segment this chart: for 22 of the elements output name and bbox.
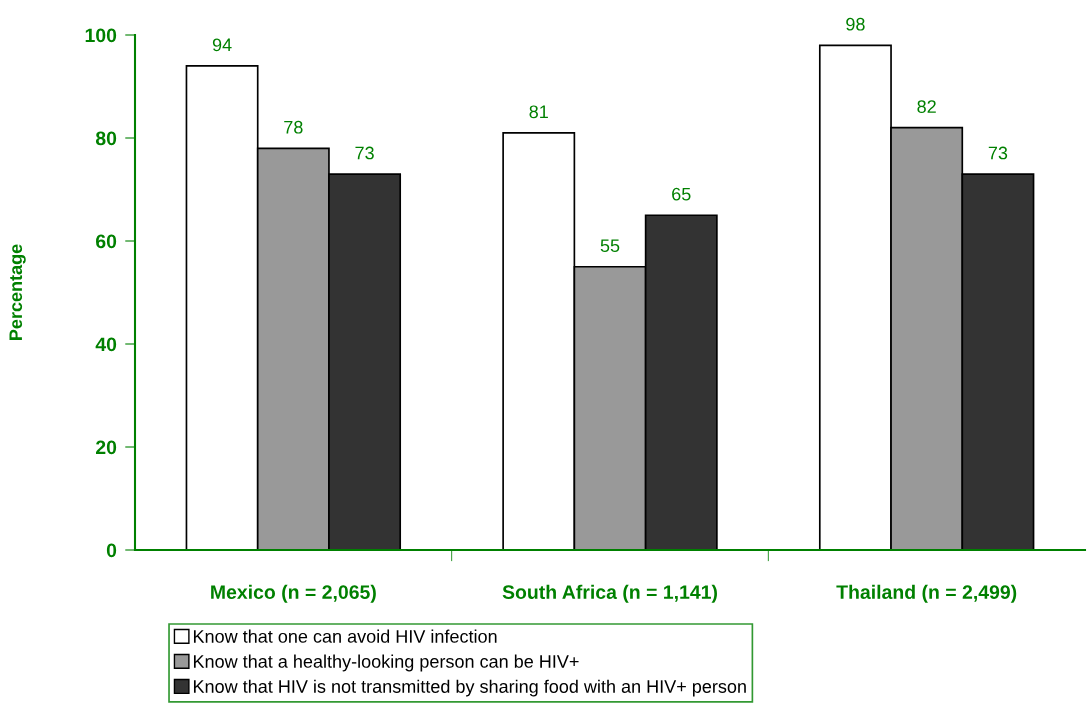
data-label: 81 <box>529 105 548 119</box>
data-label: 55 <box>600 239 620 253</box>
data-label: 73 <box>355 146 374 160</box>
y-tick-label: 40 <box>95 337 117 352</box>
y-axis-title: Percentage <box>9 244 26 340</box>
data-label: 82 <box>917 100 936 114</box>
x-tick-label: Thailand (n = 2,499) <box>836 584 1017 603</box>
data-label: 65 <box>672 187 691 201</box>
data-label: 78 <box>284 120 303 134</box>
legend-label: Know that HIV is not transmitted by sharing food with an HIV+ person <box>193 679 746 697</box>
data-label: 98 <box>846 17 865 31</box>
y-tick-label: 20 <box>95 440 117 455</box>
x-tick-label: South Africa (n = 1,141) <box>502 584 717 603</box>
data-label: 94 <box>212 38 232 52</box>
y-tick-label: 100 <box>85 28 117 43</box>
legend-label: Know that one can avoid HIV infection <box>193 629 497 643</box>
data-label: 73 <box>988 146 1008 160</box>
y-tick-label: 80 <box>95 131 117 146</box>
y-tick-label: 0 <box>106 543 117 558</box>
legend-label: Know that a healthy-looking person can be HIV+ <box>193 654 579 672</box>
y-tick-label: 60 <box>96 234 117 249</box>
x-tick-label: Mexico (n = 2,065) <box>211 584 376 603</box>
